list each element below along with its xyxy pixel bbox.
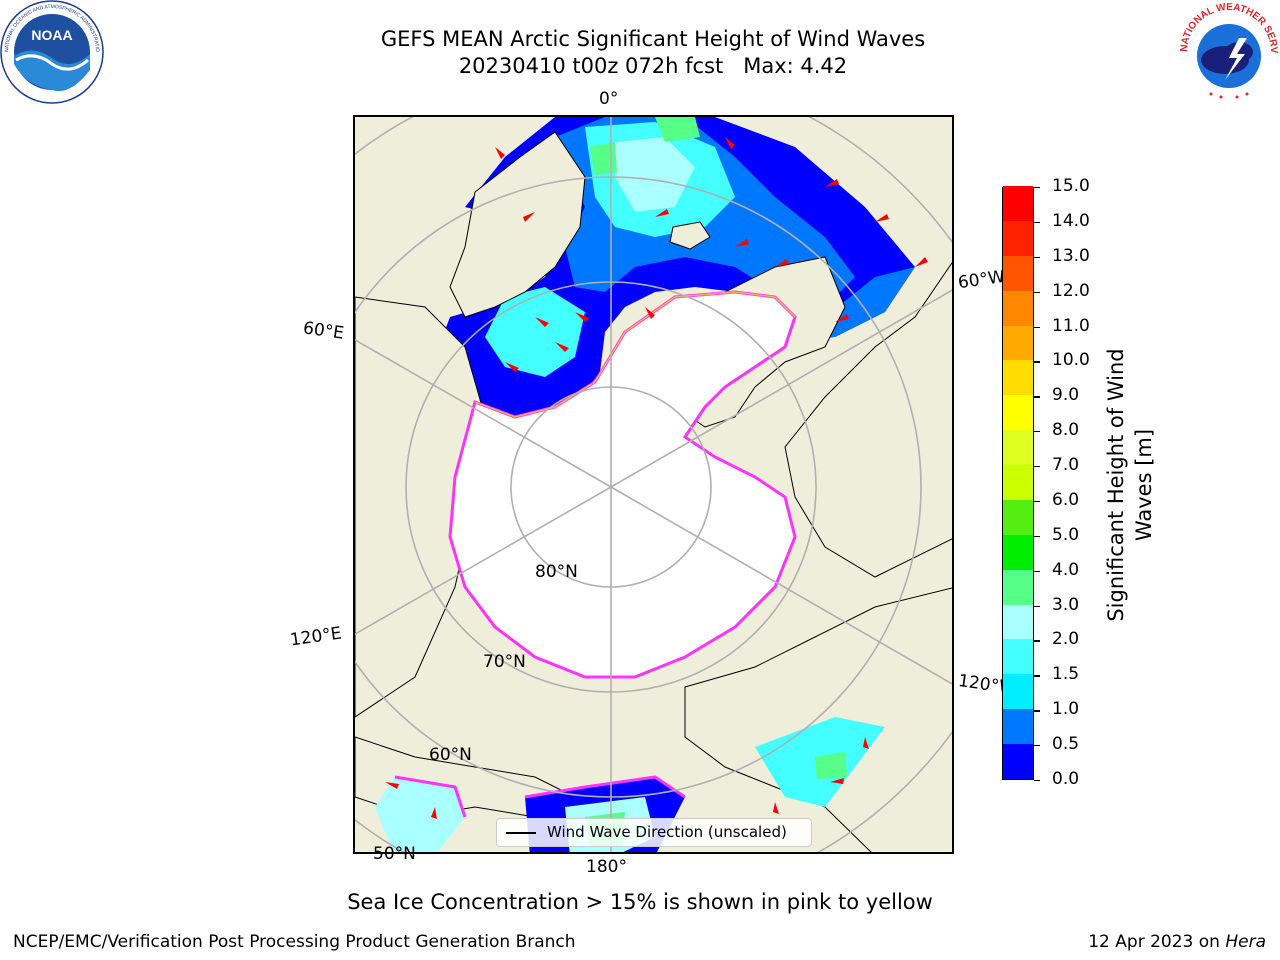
noaa-logo-text: NOAA xyxy=(31,27,72,43)
colorbar-tick xyxy=(1034,187,1040,189)
colorbar-tick xyxy=(1034,605,1040,607)
colorbar-tick xyxy=(1034,256,1040,259)
colorbar-tick xyxy=(1034,675,1040,677)
colorbar-tick-label: 0.0 xyxy=(1052,769,1080,789)
colorbar-tick-label: 6.0 xyxy=(1052,489,1080,510)
colorbar xyxy=(1002,185,1034,780)
footer-host: Hera xyxy=(1225,932,1266,952)
colorbar-tick-label: 1.0 xyxy=(1052,699,1080,720)
colorbar-segment xyxy=(1003,743,1033,779)
colorbar-tick-label: 15.0 xyxy=(1052,176,1090,196)
colorbar-tick-label: 7.0 xyxy=(1052,455,1080,476)
noaa-logo: NOAA NATIONAL OCEANIC AND ATMOSPHERIC AD… xyxy=(0,0,104,104)
lon-label-60w: 60°W xyxy=(956,266,1007,294)
colorbar-tick-label: 1.5 xyxy=(1052,664,1080,685)
legend-line-swatch xyxy=(506,832,536,834)
colorbar-title-line1: Significant Height of Wind xyxy=(1104,348,1128,622)
colorbar-tick-label: 13.0 xyxy=(1052,245,1090,266)
legend-label: Wind Wave Direction (unscaled) xyxy=(547,823,787,841)
lon-label-60e: 60°E xyxy=(301,318,346,344)
colorbar-segment xyxy=(1003,255,1033,291)
colorbar-tick xyxy=(1034,500,1040,503)
footer-credit: NCEP/EMC/Verification Post Processing Pr… xyxy=(13,932,576,952)
colorbar-segment xyxy=(1003,429,1033,466)
graticule xyxy=(355,117,952,852)
colorbar-tick-label: 4.0 xyxy=(1052,559,1080,580)
colorbar-tick xyxy=(1034,780,1040,782)
colorbar-tick xyxy=(1034,745,1040,747)
colorbar-tick xyxy=(1034,326,1040,328)
colorbar-segment xyxy=(1003,708,1033,745)
colorbar-segment xyxy=(1003,359,1033,396)
footer-date: 12 Apr 2023 on Hera xyxy=(1088,932,1266,952)
colorbar-title-line2: Waves [m] xyxy=(1132,428,1156,542)
colorbar-tick-label: 10.0 xyxy=(1052,350,1090,371)
canada xyxy=(784,261,952,578)
colorbar-segment xyxy=(1003,499,1033,535)
colorbar-segment xyxy=(1003,290,1033,326)
footer-date-text: 12 Apr 2023 on xyxy=(1088,932,1226,952)
nws-logo: NATIONAL WEATHER SERVICE xyxy=(1177,0,1279,102)
colorbar-tick-label: 0.5 xyxy=(1052,734,1080,755)
colorbar-tick xyxy=(1034,291,1040,293)
colorbar-tick-label: 2.0 xyxy=(1052,629,1080,650)
map-legend: Wind Wave Direction (unscaled) xyxy=(496,818,812,847)
colorbar-tick xyxy=(1034,361,1040,363)
colorbar-tick-label: 12.0 xyxy=(1052,280,1090,301)
alaska xyxy=(684,587,952,852)
lat-label-60: 60°N xyxy=(429,745,472,765)
colorbar-tick xyxy=(1034,570,1040,572)
lat-label-80: 80°N xyxy=(535,562,578,582)
wind-wave-arrows xyxy=(385,137,928,819)
iceland xyxy=(669,221,711,250)
sea-ice-note: Sea Ice Concentration > 15% is shown in … xyxy=(347,890,933,914)
colorbar-tick-label: 3.0 xyxy=(1052,594,1080,615)
colorbar-segment xyxy=(1003,569,1033,605)
lon-label-180: 180° xyxy=(586,857,627,877)
colorbar-tick xyxy=(1034,710,1040,712)
colorbar-segment xyxy=(1003,604,1033,640)
colorbar-segment xyxy=(1003,464,1033,500)
chart-subtitle: 20230410 t00z 072h fcst Max: 4.42 xyxy=(458,54,848,78)
colorbar-tick xyxy=(1034,535,1040,538)
colorbar-tick xyxy=(1034,640,1040,642)
lon-label-120e: 120°E xyxy=(288,623,343,651)
colorbar-tick xyxy=(1034,466,1040,468)
lat-label-50: 50°N xyxy=(373,844,416,864)
colorbar-segment xyxy=(1003,325,1033,361)
colorbar-tick-label: 8.0 xyxy=(1052,420,1080,441)
colorbar-tick-label: 9.0 xyxy=(1052,385,1080,406)
colorbar-segment xyxy=(1003,394,1033,431)
colorbar-segment xyxy=(1003,638,1033,675)
map-area xyxy=(353,115,954,854)
colorbar-segment xyxy=(1003,673,1033,710)
colorbar-tick-label: 11.0 xyxy=(1052,315,1090,336)
colorbar-tick-label: 14.0 xyxy=(1052,210,1090,231)
lat-label-70: 70°N xyxy=(483,652,526,672)
lon-label-0: 0° xyxy=(599,89,619,109)
colorbar-tick xyxy=(1034,221,1040,224)
colorbar-segment xyxy=(1003,185,1033,221)
colorbar-tick xyxy=(1034,431,1040,433)
scandinavia xyxy=(449,131,586,318)
colorbar-tick-label: 5.0 xyxy=(1052,524,1080,545)
colorbar-segment xyxy=(1003,220,1033,256)
chart-title: GEFS MEAN Arctic Significant Height of W… xyxy=(380,27,926,51)
colorbar-tick xyxy=(1034,396,1040,398)
colorbar-segment xyxy=(1003,534,1033,570)
